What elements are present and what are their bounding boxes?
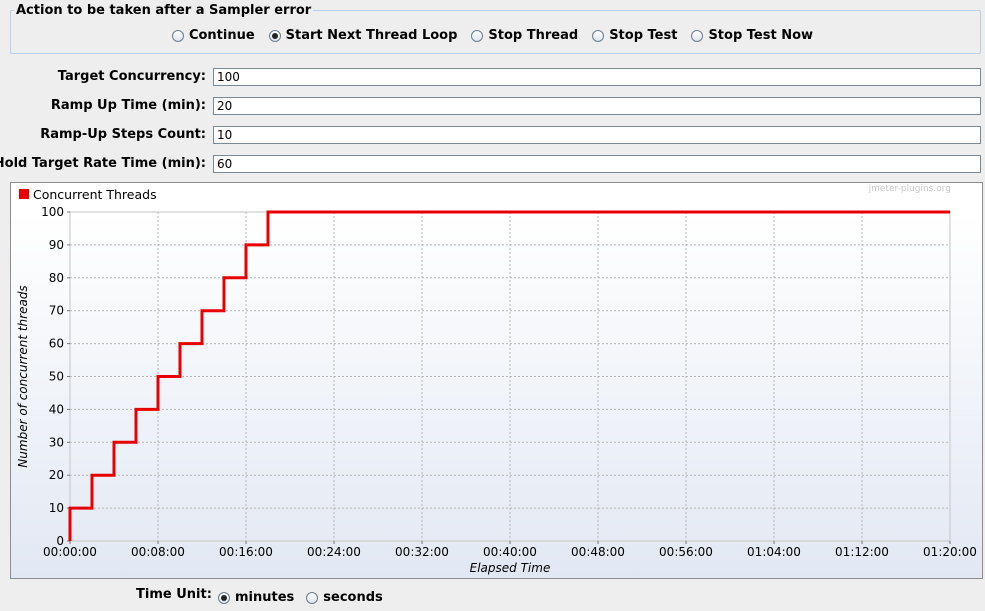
time-unit-row: Time Unit: minutes seconds	[0, 587, 985, 607]
y-tick-label: 10	[49, 501, 64, 515]
y-tick-label: 50	[49, 370, 64, 384]
y-axis-ticks: 0 10 20 30 40 50 60 70 80 90 100	[41, 205, 70, 548]
radio-continue-label: Continue	[188, 28, 255, 43]
radio-stop-test-indicator[interactable]	[592, 29, 605, 42]
ramp-up-steps-row: Ramp-Up Steps Count:	[0, 126, 985, 146]
ramp-up-steps-input[interactable]	[213, 126, 981, 144]
radio-seconds-indicator[interactable]	[306, 591, 319, 604]
x-tick-label: 00:40:00	[483, 545, 537, 559]
ramp-up-steps-label: Ramp-Up Steps Count:	[40, 127, 206, 142]
x-axis-ticks: 00:00:00 00:08:00 00:16:00 00:24:00 00:32:00…	[43, 541, 977, 559]
radio-seconds[interactable]: seconds	[306, 590, 383, 605]
sampler-error-title: Action to be taken after a Sampler error	[14, 3, 314, 18]
concurrency-chart: 0 10 20 30 40 50 60 70 80 90 100 00:00:00 00:08:00 0…	[10, 182, 983, 579]
x-tick-label: 01:20:00	[923, 545, 977, 559]
y-tick-label: 20	[49, 468, 64, 482]
y-tick-label: 0	[56, 534, 64, 548]
x-tick-label: 00:16:00	[219, 545, 273, 559]
legend-label: Concurrent Threads	[33, 187, 157, 202]
y-tick-label: 60	[49, 337, 64, 351]
time-unit-options: minutes seconds	[218, 590, 383, 605]
legend-swatch	[19, 189, 29, 199]
y-tick-label: 70	[49, 304, 64, 318]
radio-minutes-label: minutes	[235, 590, 295, 605]
radio-seconds-label: seconds	[323, 590, 383, 605]
time-unit-label: Time Unit:	[136, 587, 212, 602]
hold-time-label: Hold Target Rate Time (min):	[0, 156, 206, 171]
x-tick-label: 00:08:00	[131, 545, 185, 559]
radio-stop-test[interactable]: Stop Test	[592, 28, 677, 43]
radio-stop-test-now[interactable]: Stop Test Now	[691, 28, 813, 43]
y-tick-label: 40	[49, 402, 64, 416]
hold-time-row: Hold Target Rate Time (min):	[0, 155, 985, 175]
radio-continue-indicator[interactable]	[171, 29, 184, 42]
radio-stop-test-label: Stop Test	[609, 28, 678, 43]
sampler-error-options: Continue Start Next Thread Loop Stop Thr…	[0, 28, 985, 43]
radio-start-next-thread-loop[interactable]: Start Next Thread Loop	[268, 28, 458, 43]
y-tick-label: 30	[49, 435, 64, 449]
radio-stop-thread[interactable]: Stop Thread	[471, 28, 578, 43]
radio-stop-test-now-indicator[interactable]	[691, 29, 704, 42]
radio-stop-test-now-label: Stop Test Now	[708, 28, 814, 43]
radio-stop-thread-label: Stop Thread	[488, 28, 579, 43]
ramp-up-time-row: Ramp Up Time (min):	[0, 97, 985, 117]
ramp-up-time-input[interactable]	[213, 97, 981, 115]
hold-time-input[interactable]	[213, 155, 981, 173]
y-axis-label: Number of concurrent threads	[16, 285, 30, 467]
target-concurrency-input[interactable]	[213, 68, 981, 86]
chart-grid	[69, 211, 951, 542]
x-tick-label: 00:00:00	[43, 545, 97, 559]
radio-minutes-indicator[interactable]	[218, 591, 230, 604]
watermark: jmeter-plugins.org	[868, 184, 951, 194]
radio-start-next-thread-loop-label: Start Next Thread Loop	[285, 28, 458, 43]
y-tick-label: 90	[49, 238, 64, 252]
x-tick-label: 00:48:00	[571, 545, 625, 559]
y-tick-label: 100	[41, 205, 64, 219]
radio-minutes[interactable]: minutes	[218, 590, 294, 605]
series-line-concurrent-threads	[68, 210, 950, 541]
x-axis-label: Elapsed Time	[470, 561, 551, 575]
ramp-up-time-label: Ramp Up Time (min):	[50, 98, 206, 113]
radio-stop-thread-indicator[interactable]	[471, 29, 484, 42]
radio-continue[interactable]: Continue	[171, 28, 255, 43]
x-tick-label: 00:56:00	[659, 545, 713, 559]
radio-start-next-thread-loop-indicator[interactable]	[268, 29, 281, 42]
target-concurrency-label: Target Concurrency:	[57, 69, 206, 84]
x-tick-label: 00:32:00	[395, 545, 449, 559]
sampler-error-group	[10, 10, 981, 54]
x-tick-label: 01:12:00	[835, 545, 889, 559]
target-concurrency-row: Target Concurrency:	[0, 68, 985, 88]
x-tick-label: 00:24:00	[307, 545, 361, 559]
y-tick-label: 80	[49, 271, 64, 285]
x-tick-label: 01:04:00	[747, 545, 801, 559]
